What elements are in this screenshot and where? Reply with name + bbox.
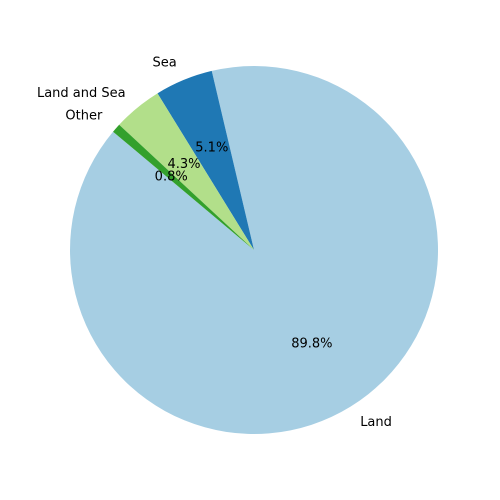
pie-slice-sea bbox=[157, 70, 254, 250]
pie-labels: Land 89.8% Sea 5.1% Land and Sea 4.3% Other 0.8… bbox=[37, 56, 392, 430]
pie-slices bbox=[70, 65, 439, 434]
slice-percent-land-and-sea: 4.3% bbox=[167, 157, 200, 172]
slice-percent-land: 89.8% bbox=[291, 337, 332, 352]
pie-slice-other bbox=[113, 124, 254, 250]
pie-slice-land bbox=[70, 65, 439, 434]
slice-label-sea: Sea bbox=[152, 56, 176, 71]
slice-label-other: Other bbox=[65, 109, 103, 124]
slice-label-land-and-sea: Land and Sea bbox=[37, 86, 126, 101]
pie-slice-land-and-sea bbox=[119, 93, 254, 250]
slice-label-land: Land bbox=[360, 415, 392, 430]
slice-percent-sea: 5.1% bbox=[195, 141, 228, 156]
slice-percent-other: 0.8% bbox=[155, 169, 188, 184]
